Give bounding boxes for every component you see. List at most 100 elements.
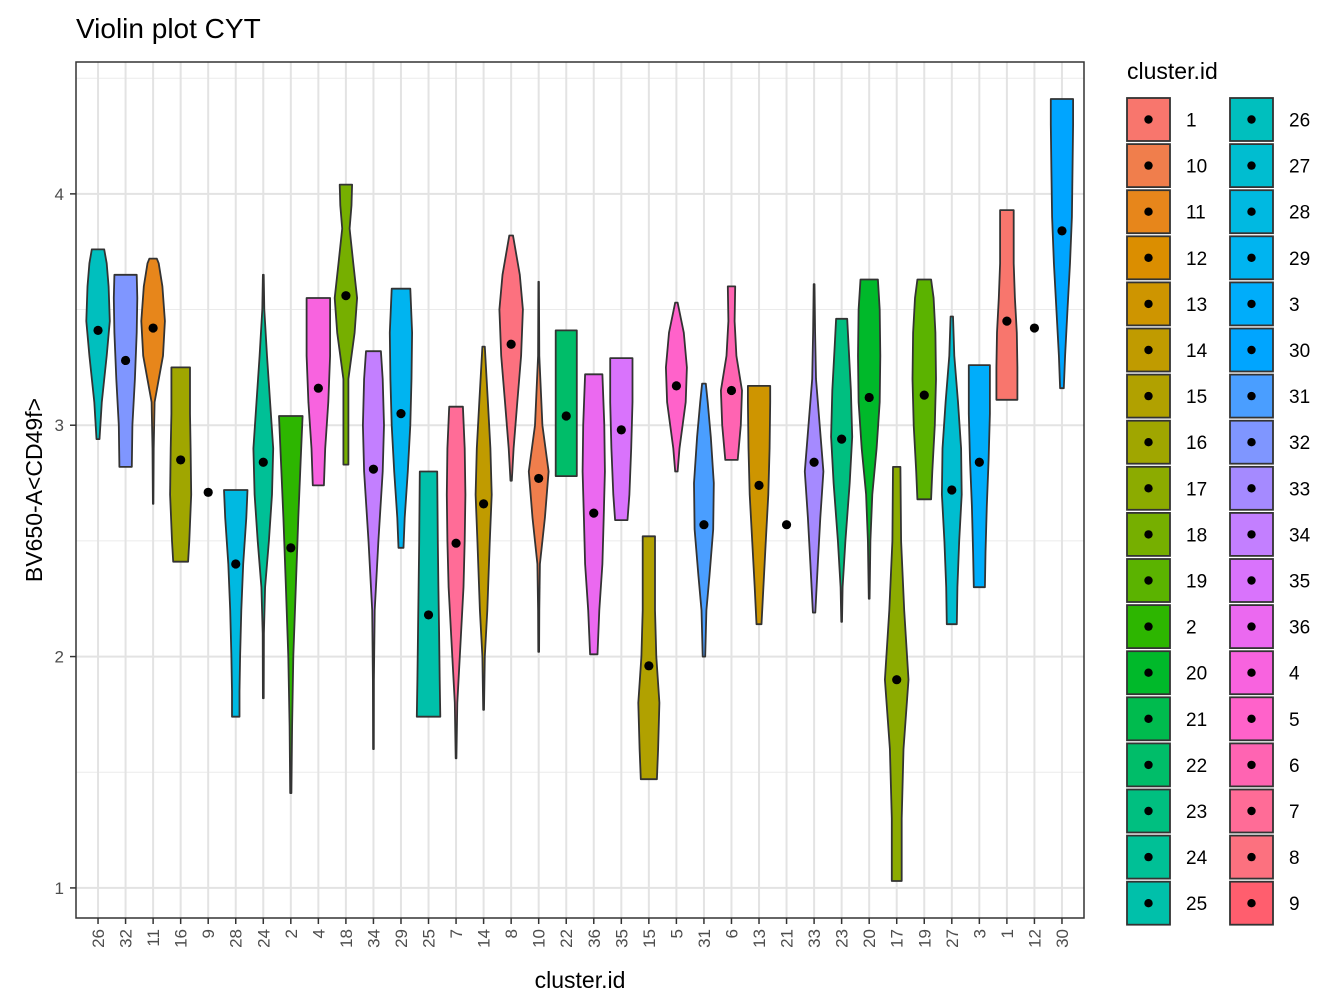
legend-label: 33 [1289,479,1310,500]
legend-label: 24 [1186,848,1208,869]
legend-label: 20 [1186,664,1207,685]
legend-label: 19 [1186,572,1207,593]
y-tick-label: 2 [55,648,64,667]
legend-label: 8 [1289,848,1300,869]
legend-item-22: 22 [1126,742,1207,788]
legend-dot [1247,576,1256,585]
median-point-9 [203,487,213,497]
x-tick-label: 5 [667,929,686,938]
violin-6 [720,285,743,461]
legend-label: 13 [1186,295,1207,316]
legend-label: 32 [1289,433,1310,454]
median-point-24 [258,457,268,467]
legend-title: cluster.id [1127,58,1218,84]
chart-title: Violin plot CYT [76,13,261,44]
x-tick-label: 10 [530,929,549,948]
legend-dot [1247,806,1256,816]
legend-key [1126,143,1171,189]
median-point-30 [1057,226,1067,236]
x-tick-label: 18 [337,929,356,948]
legend-item-8: 8 [1229,834,1300,880]
legend-item-1: 1 [1126,97,1197,142]
median-point-17 [892,675,902,685]
legend-label: 11 [1186,203,1206,224]
x-tick-label: 27 [943,929,962,948]
violin-26 [85,248,111,440]
legend-dot [1144,299,1153,309]
x-tick-label: 11 [144,929,163,947]
violin-18 [333,183,358,466]
median-point-10 [534,473,544,484]
median-point-21 [781,520,792,530]
legend-label: 10 [1186,157,1207,178]
median-point-11 [148,323,158,333]
legend-label: 28 [1289,203,1310,224]
legend-item-26: 26 [1229,97,1310,142]
legend-label: 26 [1289,111,1310,132]
legend-label: 2 [1186,618,1197,639]
median-point-5 [671,381,681,391]
median-point-36 [589,508,599,518]
legend-dot [1144,115,1153,124]
median-point-33 [809,457,819,467]
legend-dot [1247,391,1256,401]
violin-layer [85,98,1074,882]
plot-panel-border [75,61,1085,919]
violin-34 [362,350,385,750]
legend-item-21: 21 [1126,696,1207,742]
legend-dot [1144,668,1153,677]
median-point-19 [919,390,929,400]
legend-item-27: 27 [1229,143,1310,189]
legend-dot [1247,530,1256,539]
x-tick-label: 25 [420,929,439,948]
legend-label: 23 [1186,802,1207,823]
legend-label: 15 [1186,387,1207,408]
violin-20 [857,278,882,600]
legend-label: 18 [1186,525,1207,546]
median-point-28 [231,559,241,569]
legend-item-36: 36 [1229,604,1310,649]
legend-key [1229,742,1274,788]
legend-label: 5 [1289,710,1300,731]
x-tick-label: 19 [915,929,934,948]
legend-dot [1144,622,1153,631]
x-tick-label: 2 [282,929,301,938]
median-point-27 [947,485,957,495]
legend-item-24: 24 [1126,834,1208,880]
legend-item-5: 5 [1229,696,1300,742]
median-point-29 [396,409,406,419]
legend-dot [1247,207,1256,216]
legend-item-32: 32 [1229,419,1310,465]
legend-item-7: 7 [1229,788,1300,834]
legend-item-13: 13 [1126,281,1207,327]
legend-item-6: 6 [1229,742,1300,788]
violin-10 [527,280,550,653]
violin-27 [941,315,963,626]
x-tick-label: 14 [475,929,494,948]
legend-dot [1144,484,1153,493]
violin-2 [278,415,304,794]
median-point-8 [506,339,516,349]
legend-dot [1144,530,1153,539]
x-tick-label: 9 [199,929,218,938]
legend-label: 22 [1186,756,1207,777]
violin-8 [498,234,524,482]
x-tick-label: 17 [888,929,907,948]
violin-1 [995,209,1019,401]
legend-dot [1144,576,1153,585]
legend-item-16: 16 [1126,419,1207,465]
legend-dot [1247,438,1256,447]
violin-31 [693,382,715,658]
legend-item-28: 28 [1229,189,1310,235]
violin-16 [169,366,193,563]
legend-item-29: 29 [1229,235,1310,281]
median-point-7 [451,538,461,548]
violin-7 [445,405,467,760]
x-tick-label: 23 [833,929,852,948]
legend-label: 35 [1289,572,1310,593]
x-tick-label: 6 [722,929,741,938]
x-axis-title: cluster.id [535,967,626,993]
legend-dot [1247,115,1256,124]
violin-25 [415,470,442,718]
